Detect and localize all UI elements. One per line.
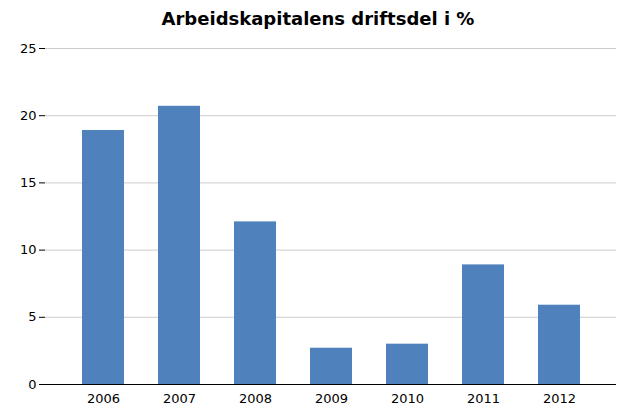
- svg-text:2006: 2006: [87, 391, 120, 406]
- svg-text:2007: 2007: [163, 391, 196, 406]
- html-text:Arbeidskapitalens driftsdel i: Arbeidskapitalens driftsdel i %: [161, 8, 475, 29]
- svg-text:20: 20: [20, 108, 37, 123]
- svg-text:2011: 2011: [467, 391, 500, 406]
- svg-text:2009: 2009: [315, 391, 348, 406]
- svg-text:25: 25: [20, 41, 37, 56]
- svg-text:10: 10: [20, 242, 37, 257]
- svg-text:2010: 2010: [391, 391, 424, 406]
- svg-text:2012: 2012: [543, 391, 576, 406]
- svg-text:15: 15: [20, 175, 37, 190]
- svg-text:2008: 2008: [239, 391, 272, 406]
- svg-text:5: 5: [28, 309, 36, 324]
- svg-text:0: 0: [28, 377, 36, 392]
